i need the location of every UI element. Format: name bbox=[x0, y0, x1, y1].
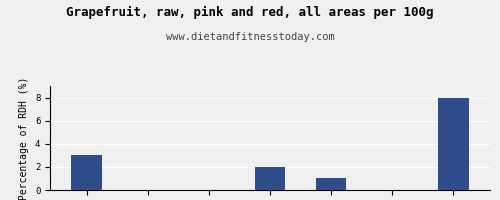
Text: www.dietandfitnesstoday.com: www.dietandfitnesstoday.com bbox=[166, 32, 334, 42]
Bar bbox=[316, 178, 346, 190]
Text: Grapefruit, raw, pink and red, all areas per 100g: Grapefruit, raw, pink and red, all areas… bbox=[66, 6, 434, 19]
Y-axis label: Percentage of RDH (%): Percentage of RDH (%) bbox=[20, 76, 30, 200]
Bar bbox=[254, 167, 286, 190]
Bar bbox=[72, 155, 102, 190]
Bar bbox=[438, 98, 468, 190]
